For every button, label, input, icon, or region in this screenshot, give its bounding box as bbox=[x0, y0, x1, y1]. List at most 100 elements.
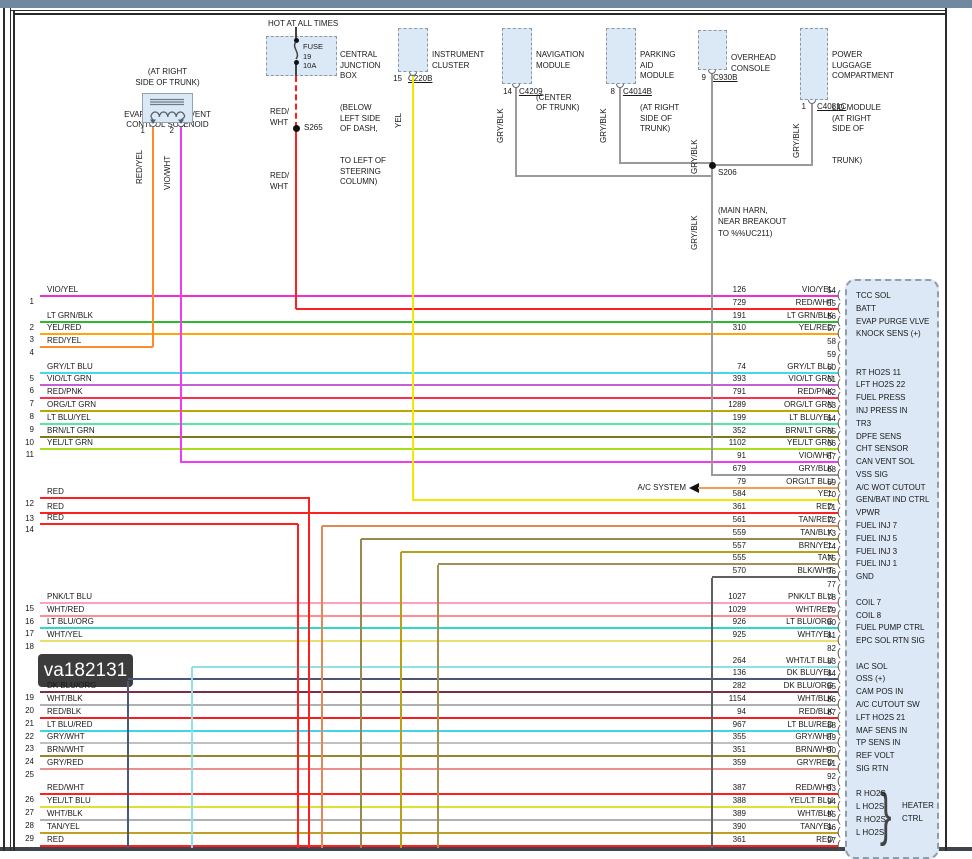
pcm-pin-function: INJ PRESS IN bbox=[856, 406, 908, 416]
page-edge-line bbox=[3, 8, 5, 851]
connector-link-c930b[interactable]: C930B bbox=[713, 73, 738, 82]
wire-vertical bbox=[619, 88, 621, 164]
connector-link-c4209[interactable]: C4209 bbox=[519, 87, 543, 96]
circuit-number: 359 bbox=[732, 757, 746, 767]
wire-red-blk bbox=[40, 716, 838, 719]
pcm-pin-function: GEN/BAT IND CTRL bbox=[856, 495, 930, 505]
wire-color-label: BRN/LT GRN bbox=[47, 425, 95, 435]
frame-inner-top bbox=[13, 13, 947, 15]
wire-color-label: LT BLU/YEL bbox=[47, 412, 91, 422]
pin-bracket-icon: ( bbox=[837, 621, 841, 634]
wire-color-label: DK BLU/ORG bbox=[47, 681, 97, 691]
solenoid-arrow-2 bbox=[178, 119, 184, 124]
left-row-number: 6 bbox=[29, 386, 34, 396]
circuit-number: 1029 bbox=[728, 604, 746, 614]
pin-bracket-icon: ( bbox=[837, 812, 841, 825]
pcm-pin-number: 90 bbox=[827, 746, 836, 756]
circuit-number: 390 bbox=[732, 821, 746, 831]
wire-color-label: LT BLU/ORG bbox=[786, 617, 833, 627]
wire-vio-lt-grn bbox=[40, 384, 838, 387]
circuit-number: 126 bbox=[732, 285, 746, 294]
pin-bracket-icon: ( bbox=[837, 531, 841, 544]
parking-aid-title: PARKING AID MODULE (AT RIGHT SIDE OF TRUNK) bbox=[640, 50, 680, 134]
wire-vertical bbox=[360, 539, 362, 848]
connector-link-c4014b[interactable]: C4014B bbox=[623, 87, 652, 96]
circuit-number: 1102 bbox=[728, 438, 746, 448]
pcm-pin-number: 66 bbox=[827, 439, 836, 449]
wire-color-label: RED/BLK bbox=[47, 706, 82, 716]
pin-bracket-icon: ( bbox=[837, 429, 841, 442]
wire-color-label: WHT/BLK bbox=[797, 808, 833, 818]
pcm-pin-number: 72 bbox=[827, 516, 836, 526]
pcm-pin-function: VPWR bbox=[856, 508, 880, 518]
pcm-pin-function: FUEL INJ 3 bbox=[856, 546, 898, 556]
left-row-number: 2 bbox=[29, 322, 34, 332]
wire-vertical bbox=[711, 578, 713, 848]
wire-org-lt-blu bbox=[698, 486, 838, 489]
wire-color-label: RED bbox=[47, 834, 64, 844]
wire-color-label: RED bbox=[47, 513, 64, 522]
left-row-number: 24 bbox=[25, 757, 34, 767]
pcm-pin-function: COIL 7 bbox=[856, 597, 882, 607]
pcm-pin-function: TR3 bbox=[856, 418, 872, 428]
overhead-console-box bbox=[698, 30, 727, 70]
pcm-pin-number: 76 bbox=[827, 567, 836, 577]
wire-color-label: YEL/LT BLU bbox=[47, 796, 91, 806]
wire-color-label: RED bbox=[816, 834, 833, 844]
circuit-number: 570 bbox=[732, 566, 746, 576]
wire-color-label: WHT/YEL bbox=[47, 630, 83, 640]
connector-link-c4081c[interactable]: C4081C bbox=[817, 102, 847, 111]
wire-color-label: YEL/LT GRN bbox=[787, 438, 833, 448]
pcm-pin-number: 74 bbox=[827, 541, 836, 551]
heater-brace: } bbox=[879, 782, 892, 847]
wire-color-label: ORG/LT GRN bbox=[783, 400, 833, 410]
wire-vertical bbox=[811, 104, 813, 166]
circuit-number: 926 bbox=[732, 617, 746, 627]
pcm-pin-number: 91 bbox=[827, 758, 836, 768]
pin-bracket-icon: ( bbox=[837, 634, 841, 647]
wire-color-label: WHT/RED bbox=[47, 604, 85, 614]
pcm-pin-function: CHT SENSOR bbox=[856, 444, 909, 454]
circuit-number: 925 bbox=[732, 630, 746, 640]
wire-color-label: TAN/RED bbox=[798, 515, 833, 525]
wire-color-label: VIO/YEL bbox=[801, 285, 833, 294]
wire-gry-lt-blu bbox=[40, 371, 838, 374]
circuit-number: 136 bbox=[732, 668, 746, 678]
left-row-number: 19 bbox=[25, 693, 34, 703]
wire-color-label: WHT/BLK bbox=[797, 693, 833, 703]
pin-bracket-icon: ( bbox=[837, 608, 841, 621]
left-row-number: 18 bbox=[25, 642, 34, 652]
wire-color-label: RED/PNK bbox=[47, 387, 83, 397]
wire-yel-lt-grn bbox=[40, 448, 838, 451]
wire-vertical bbox=[412, 76, 414, 501]
pcm-pin-function: DPFE SENS bbox=[856, 431, 902, 441]
wire-color-label: RED bbox=[47, 502, 64, 512]
circuit-number: 282 bbox=[732, 681, 746, 691]
wire-color-label: BLK/WHT bbox=[797, 566, 833, 576]
pcm-pin-function: L HO2S bbox=[856, 802, 885, 812]
cjb-note: CENTRAL JUNCTION BOX (BELOW LEFT SIDE OF DAS… bbox=[340, 50, 386, 187]
connector-link-c220b[interactable]: C220B bbox=[408, 74, 433, 83]
wire-color-label: TAN/YEL bbox=[47, 821, 80, 831]
splice-s206-label: S206 bbox=[718, 168, 737, 177]
wire-vertical bbox=[308, 497, 310, 848]
circuit-number: 1289 bbox=[728, 400, 746, 410]
left-row-number: 22 bbox=[25, 731, 34, 741]
wire-tan-red bbox=[322, 525, 838, 528]
pcm-pin-function: KNOCK SENS (+) bbox=[856, 329, 921, 339]
pcm-pin-function: FUEL PUMP CTRL bbox=[856, 623, 925, 633]
wire-vertical bbox=[297, 524, 299, 848]
pcm-pin-number: 78 bbox=[827, 592, 836, 602]
solenoid-box bbox=[142, 93, 193, 123]
fuse-wire-color-lower: RED/WHT bbox=[270, 171, 290, 191]
pcm-pin-number: 89 bbox=[827, 733, 836, 743]
pcm-pin-function: IAC SOL bbox=[856, 661, 888, 671]
wire-red-wht bbox=[40, 793, 838, 796]
splice-dot bbox=[292, 124, 300, 132]
wire-color-label: RED/PNK bbox=[797, 387, 833, 397]
pcm-pin-number: 67 bbox=[827, 452, 836, 462]
wire-lt-blu-org bbox=[40, 627, 838, 630]
pin-bracket-icon: ( bbox=[837, 480, 841, 493]
pin-bracket-icon: ( bbox=[837, 314, 841, 327]
left-row-number: 20 bbox=[25, 705, 34, 715]
